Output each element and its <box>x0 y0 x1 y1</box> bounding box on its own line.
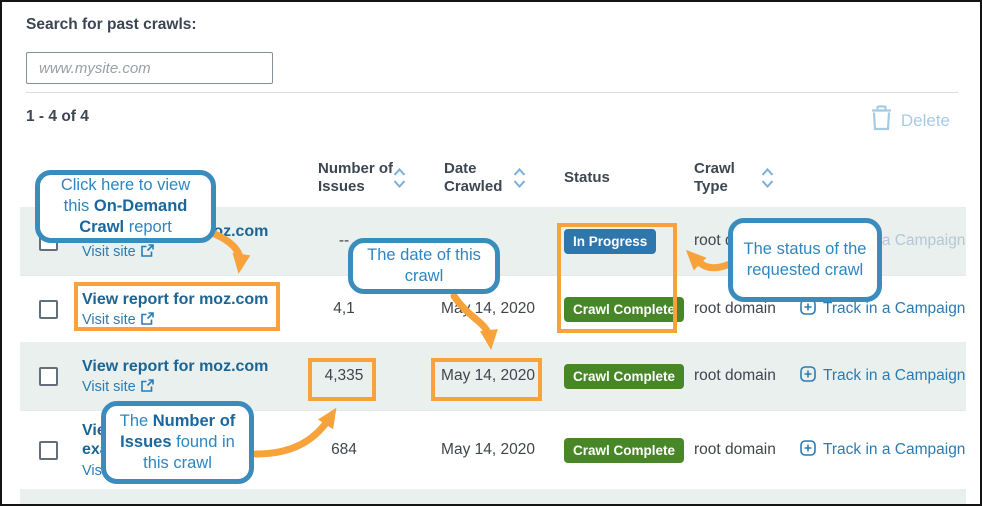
sort-chevrons-icon[interactable] <box>760 167 775 189</box>
add-to-campaign-icon <box>800 439 816 461</box>
track-in-campaign-link[interactable]: Track in a Campaign <box>800 439 965 461</box>
header-date-crawled: Date Crawled <box>444 160 503 195</box>
status-cell: Crawl Complete <box>564 342 685 410</box>
issues-cell: 4,1 <box>333 300 355 317</box>
divider <box>26 92 958 93</box>
header-crawl-type: Crawl Type <box>694 160 735 195</box>
issues-cell: 4,335 <box>324 367 364 384</box>
search-input[interactable] <box>26 52 273 84</box>
sort-chevrons-icon[interactable] <box>512 167 527 189</box>
issues-cell: -- <box>338 232 350 249</box>
track-in-campaign-link[interactable]: Track in a Campaign <box>800 365 965 387</box>
sort-chevrons-icon[interactable] <box>392 167 407 189</box>
callout-date: The date of this crawl <box>348 238 500 294</box>
add-to-campaign-icon <box>800 365 816 387</box>
visit-site-link[interactable]: Visit site <box>82 243 154 261</box>
external-link-icon <box>140 378 154 396</box>
status-badge: In Progress <box>564 228 657 254</box>
issues-cell: 684 <box>331 441 357 458</box>
status-badge: Crawl Complete <box>564 363 685 389</box>
delete-button[interactable]: Delete <box>871 105 950 136</box>
site-cell: View report for moz.com Visit site <box>82 276 307 342</box>
table-row-partial <box>20 489 966 504</box>
crawl-type-cell: root domain <box>694 300 776 317</box>
status-cell: In Progress <box>564 207 657 275</box>
row-checkbox[interactable] <box>39 366 58 386</box>
table-row: View report for moz.com Visit site 4,335… <box>20 342 966 410</box>
visit-site-link[interactable]: Visit site <box>82 378 154 396</box>
external-link-icon <box>140 311 154 329</box>
callout-view-report: Click here to view this On-Demand Crawl … <box>35 170 216 243</box>
date-cell: May 14, 2020 <box>441 367 535 384</box>
search-label: Search for past crawls: <box>26 16 197 33</box>
status-cell: Crawl Complete <box>564 276 685 342</box>
trash-icon <box>871 105 892 136</box>
status-badge: Crawl Complete <box>564 296 685 322</box>
header-status: Status <box>564 169 610 186</box>
status-badge: Crawl Complete <box>564 437 685 463</box>
external-link-icon <box>140 243 154 261</box>
status-cell: Crawl Complete <box>564 411 685 489</box>
row-checkbox[interactable] <box>39 299 58 319</box>
result-count: 1 - 4 of 4 <box>26 108 89 125</box>
site-cell: View report for moz.com Visit site <box>82 342 307 410</box>
crawl-type-cell: root domain <box>694 441 776 458</box>
callout-number-of-issues: The Number of Issues found in this crawl <box>101 401 254 484</box>
view-report-link[interactable]: View report for moz.com <box>82 357 269 375</box>
callout-status: The status of the requested crawl <box>728 218 882 302</box>
date-cell: May 14, 2020 <box>441 441 535 458</box>
crawl-type-cell: root domain <box>694 367 776 384</box>
header-number-of-issues: Number of Issues <box>318 160 393 195</box>
view-report-link[interactable]: View report for moz.com <box>82 290 269 308</box>
delete-label: Delete <box>900 110 950 130</box>
visit-site-link[interactable]: Visit site <box>82 311 154 329</box>
row-checkbox[interactable] <box>39 440 58 460</box>
